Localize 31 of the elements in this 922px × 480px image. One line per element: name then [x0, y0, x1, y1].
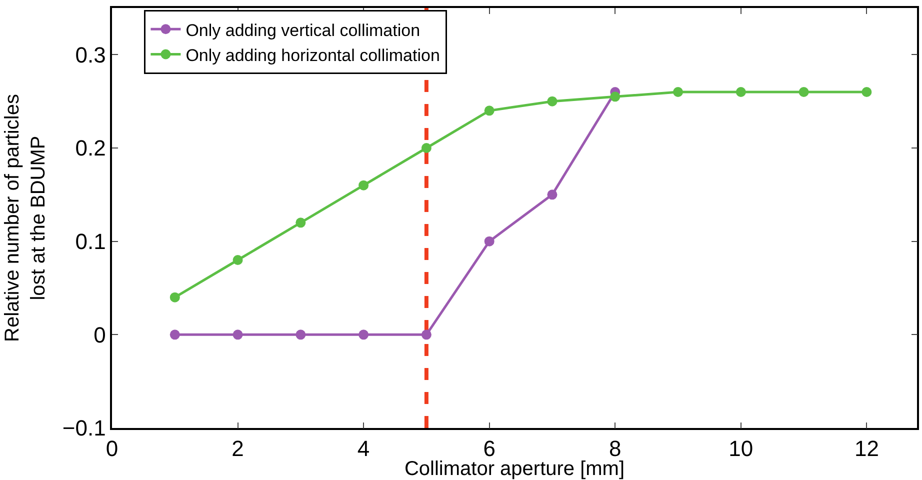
point — [798, 87, 809, 97]
point — [610, 92, 620, 102]
point — [358, 330, 369, 340]
point — [232, 330, 243, 340]
y-axis-title: Relative number of particles lost at the BDUMP — [1, 94, 50, 342]
point — [358, 180, 369, 190]
y-tick-label: 0.3 — [75, 42, 106, 68]
x-tick-label: 12 — [854, 436, 879, 462]
point — [547, 96, 558, 106]
point — [170, 292, 180, 302]
y-tick-label: −0.1 — [62, 416, 106, 441]
point — [862, 87, 872, 97]
point — [673, 87, 684, 97]
point — [484, 106, 494, 116]
x-tick-label: 4 — [357, 436, 370, 462]
point — [232, 255, 243, 265]
point — [736, 87, 746, 97]
point — [170, 330, 180, 340]
legend-label: Only adding vertical collimation — [186, 20, 420, 40]
point — [547, 190, 558, 200]
point — [296, 218, 306, 228]
point — [484, 236, 494, 246]
legend-label: Only adding horizontal collimation — [186, 46, 440, 65]
y-tick-label: 0.1 — [75, 229, 106, 254]
y-tick-label: 0.2 — [75, 136, 106, 161]
point — [421, 330, 432, 340]
x-tick-label: 2 — [232, 436, 244, 462]
point — [296, 330, 306, 340]
x-tick-label: 10 — [728, 436, 754, 462]
y-tick-label: 0 — [94, 322, 106, 348]
point — [421, 143, 432, 153]
